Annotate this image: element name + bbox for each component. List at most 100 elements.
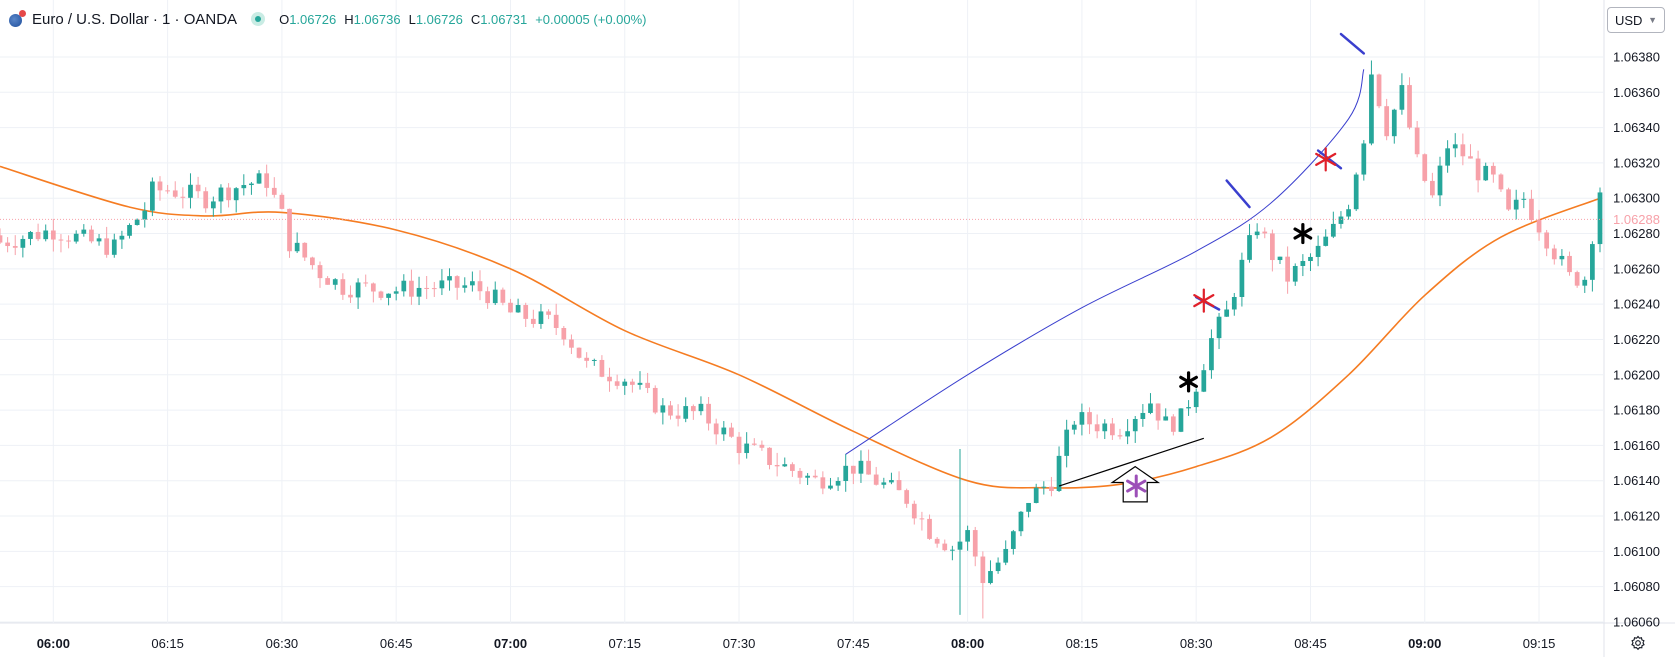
candle bbox=[134, 218, 140, 226]
asterisk-stroke bbox=[1193, 294, 1215, 308]
candle-body bbox=[462, 285, 468, 288]
candle-body bbox=[1140, 412, 1146, 419]
candle-body bbox=[378, 291, 384, 298]
candle bbox=[980, 551, 986, 619]
candle-body bbox=[302, 242, 308, 258]
price-tick-label: 1.06260 bbox=[1613, 261, 1660, 276]
candle bbox=[797, 467, 803, 485]
candle bbox=[1567, 251, 1572, 276]
time-tick-label: 06:00 bbox=[37, 636, 70, 651]
candle bbox=[1437, 156, 1443, 207]
candle bbox=[348, 285, 353, 304]
time-axis[interactable]: 06:00 06:15 06:30 06:45 07:00 07:15 07:30 07:45… bbox=[37, 636, 1556, 651]
candle bbox=[96, 234, 102, 246]
candle-body bbox=[1483, 165, 1489, 181]
candle-body bbox=[1003, 548, 1009, 563]
candle bbox=[1582, 276, 1588, 293]
candle-body bbox=[919, 518, 925, 520]
candle-body bbox=[744, 443, 750, 454]
currency-label: USD bbox=[1615, 12, 1643, 28]
candlestick-series bbox=[0, 60, 1603, 619]
candle bbox=[637, 371, 643, 390]
candle-body bbox=[622, 381, 628, 386]
candle bbox=[370, 282, 376, 303]
candle bbox=[1026, 502, 1031, 518]
price-tick-label: 1.06360 bbox=[1613, 85, 1660, 100]
symbol-title[interactable]: Euro / U.S. Dollar · 1 · OANDA bbox=[32, 10, 238, 28]
candle bbox=[66, 235, 71, 249]
blue-tick-annotation bbox=[1225, 179, 1251, 209]
candle bbox=[530, 309, 536, 328]
candle bbox=[1475, 150, 1481, 193]
candle bbox=[1132, 416, 1138, 443]
candle-body bbox=[500, 289, 506, 303]
candle bbox=[988, 560, 993, 585]
candle-body bbox=[294, 242, 300, 252]
price-tick-label: 1.06240 bbox=[1613, 297, 1660, 312]
candle bbox=[279, 192, 285, 210]
candle bbox=[43, 224, 49, 242]
candle-body bbox=[515, 305, 521, 313]
candle bbox=[690, 404, 696, 420]
candle-body bbox=[1590, 244, 1595, 280]
settings-gear-icon[interactable] bbox=[1628, 633, 1648, 653]
time-tick-label: 08:00 bbox=[951, 636, 984, 651]
candle bbox=[1110, 417, 1115, 440]
time-tick-label: 06:15 bbox=[151, 636, 184, 651]
candle-body bbox=[279, 194, 285, 209]
candle bbox=[1277, 256, 1283, 264]
candle-body bbox=[1186, 407, 1191, 409]
candle bbox=[965, 525, 970, 551]
candle-body bbox=[767, 447, 772, 465]
candle-body bbox=[1033, 487, 1039, 503]
candle-body bbox=[790, 464, 795, 471]
candle bbox=[1315, 235, 1321, 267]
candle bbox=[12, 235, 18, 256]
candle-body bbox=[614, 381, 620, 386]
candle bbox=[317, 261, 323, 288]
candle bbox=[1292, 263, 1298, 286]
candle bbox=[1384, 98, 1390, 141]
candle-body bbox=[1582, 279, 1588, 286]
candle bbox=[1490, 162, 1496, 183]
candle-body bbox=[538, 311, 544, 324]
candle-body bbox=[1506, 189, 1511, 210]
candle-body bbox=[957, 541, 963, 550]
candle-body bbox=[340, 279, 346, 295]
candle bbox=[1544, 229, 1550, 257]
candle bbox=[1094, 414, 1100, 439]
candle bbox=[1140, 404, 1146, 427]
candle bbox=[1079, 403, 1085, 436]
candle bbox=[706, 396, 711, 431]
candle bbox=[729, 422, 734, 438]
candle bbox=[1330, 211, 1336, 239]
price-axis[interactable]: 1.06060 1.06080 1.06100 1.06120 1.06140 1.061… bbox=[1605, 14, 1661, 630]
candle-body bbox=[1049, 486, 1054, 491]
candle bbox=[431, 281, 437, 297]
candle bbox=[1102, 419, 1108, 440]
candle-body bbox=[1094, 424, 1100, 432]
candle-body bbox=[195, 184, 201, 192]
candle-body bbox=[1201, 370, 1207, 392]
candle-body bbox=[683, 406, 689, 419]
candle-body bbox=[119, 235, 125, 240]
candle-body bbox=[1018, 511, 1024, 532]
ohlc-close-label: C bbox=[470, 11, 481, 27]
candle-body bbox=[607, 376, 612, 382]
candle-body bbox=[1551, 248, 1557, 260]
candle bbox=[332, 278, 338, 290]
candle bbox=[1262, 227, 1268, 239]
candle bbox=[1452, 133, 1458, 158]
candle bbox=[50, 218, 56, 252]
ohlc-low-label: L bbox=[408, 11, 416, 27]
candle-body bbox=[1315, 245, 1321, 257]
time-tick-label: 08:45 bbox=[1294, 636, 1327, 651]
candle bbox=[1049, 476, 1054, 497]
candle bbox=[355, 278, 361, 309]
candle bbox=[73, 230, 79, 244]
candle-body bbox=[409, 280, 414, 297]
candle-body bbox=[706, 403, 711, 424]
currency-button[interactable]: USD ▼ bbox=[1607, 7, 1665, 33]
